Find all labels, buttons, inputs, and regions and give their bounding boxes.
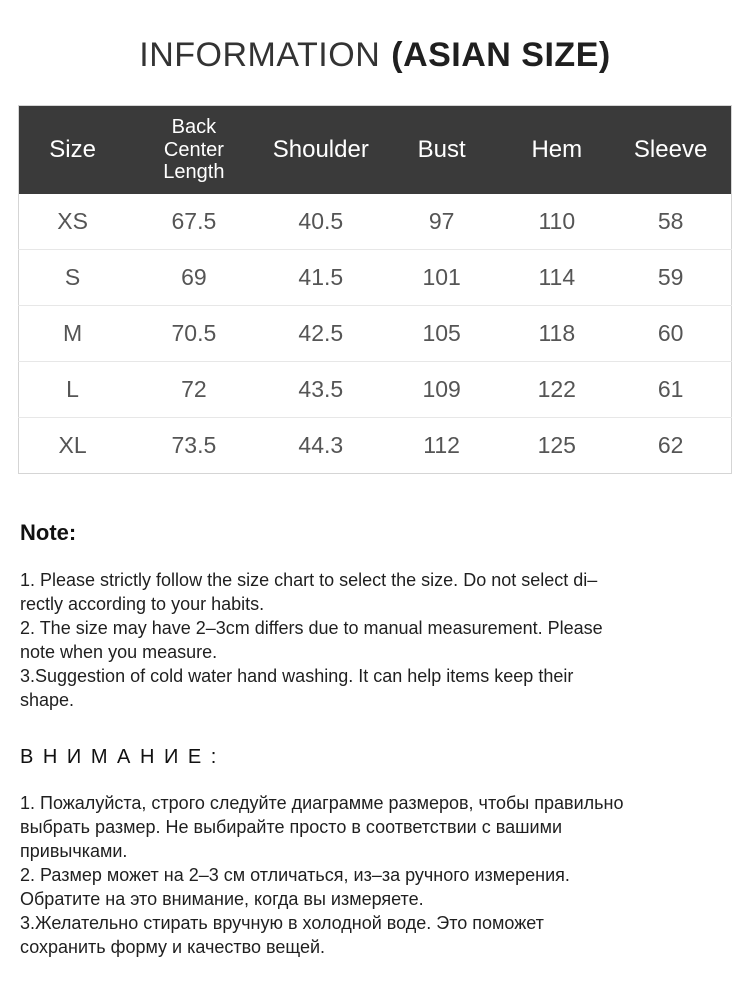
size-chart-table: Size Back Center Length Shoulder Bust He…: [18, 105, 732, 474]
note-list-ru: 1. Пожалуйста, строго следуйте диаграмме…: [20, 791, 730, 959]
cell-sleeve: 60: [610, 305, 732, 362]
table-row-s: S 69 41.5 101 114 59: [18, 249, 732, 306]
cell-back-center-length: 69: [126, 249, 262, 306]
header-row: Size Back Center Length Shoulder Bust He…: [18, 105, 732, 194]
cell-shoulder: 43.5: [261, 361, 380, 418]
cell-back-center-length: 70.5: [126, 305, 262, 362]
page-title-light: INFORMATION: [139, 36, 381, 74]
note-item-ru-1: 1. Пожалуйста, строго следуйте диаграмме…: [20, 793, 624, 861]
cell-back-center-length: 73.5: [126, 417, 262, 474]
page-title-bold: (ASIAN SIZE): [391, 36, 611, 74]
note-item-1: 1. Please strictly follow the size chart…: [20, 570, 598, 614]
cell-shoulder: 42.5: [261, 305, 380, 362]
cell-hem: 110: [503, 193, 611, 250]
cell-back-center-length: 72: [126, 361, 262, 418]
cell-size: S: [18, 249, 127, 306]
cell-size: M: [18, 305, 127, 362]
cell-size: L: [18, 361, 127, 418]
cell-size: XL: [18, 417, 127, 474]
col-header-sleeve: Sleeve: [610, 105, 732, 194]
cell-sleeve: 62: [610, 417, 732, 474]
cell-bust: 112: [379, 417, 504, 474]
note-heading: Note:: [20, 520, 77, 545]
table-row-m: M 70.5 42.5 105 118 60: [18, 305, 732, 362]
table-row-xs: XS 67.5 40.5 97 110 58: [18, 193, 732, 250]
page-title: INFORMATION (ASIAN SIZE): [0, 36, 750, 75]
cell-shoulder: 41.5: [261, 249, 380, 306]
col-header-back-center-length: Back Center Length: [126, 105, 262, 194]
cell-hem: 125: [503, 417, 611, 474]
size-chart-body: XS 67.5 40.5 97 110 58 S 69 41.5 101 114…: [18, 193, 732, 474]
table-row-l: L 72 43.5 109 122 61: [18, 361, 732, 418]
col-header-size: Size: [18, 105, 127, 194]
col-header-bust: Bust: [379, 105, 504, 194]
note-item-3: 3.Suggestion of cold water hand washing.…: [20, 666, 574, 710]
cell-bust: 105: [379, 305, 504, 362]
table-row-xl: XL 73.5 44.3 112 125 62: [18, 417, 732, 474]
cell-hem: 114: [503, 249, 611, 306]
size-chart-header: Size Back Center Length Shoulder Bust He…: [18, 105, 732, 194]
cell-shoulder: 40.5: [261, 193, 380, 250]
cell-back-center-length: 67.5: [126, 193, 262, 250]
col-header-shoulder: Shoulder: [261, 105, 380, 194]
col-header-hem: Hem: [503, 105, 611, 194]
note-list-en: 1. Please strictly follow the size chart…: [20, 568, 730, 712]
cell-bust: 101: [379, 249, 504, 306]
cell-sleeve: 58: [610, 193, 732, 250]
note-item-ru-2: 2. Размер может на 2–3 см отличаться, из…: [20, 865, 570, 909]
cell-sleeve: 59: [610, 249, 732, 306]
cell-bust: 97: [379, 193, 504, 250]
cell-shoulder: 44.3: [261, 417, 380, 474]
note-item-2: 2. The size may have 2–3cm differs due t…: [20, 618, 603, 662]
note-item-ru-3: 3.Желательно стирать вручную в холодной …: [20, 913, 544, 957]
cell-bust: 109: [379, 361, 504, 418]
attention-heading-ru: В Н И М А Н И Е :: [20, 746, 219, 768]
cell-hem: 122: [503, 361, 611, 418]
cell-sleeve: 61: [610, 361, 732, 418]
cell-hem: 118: [503, 305, 611, 362]
cell-size: XS: [18, 193, 127, 250]
